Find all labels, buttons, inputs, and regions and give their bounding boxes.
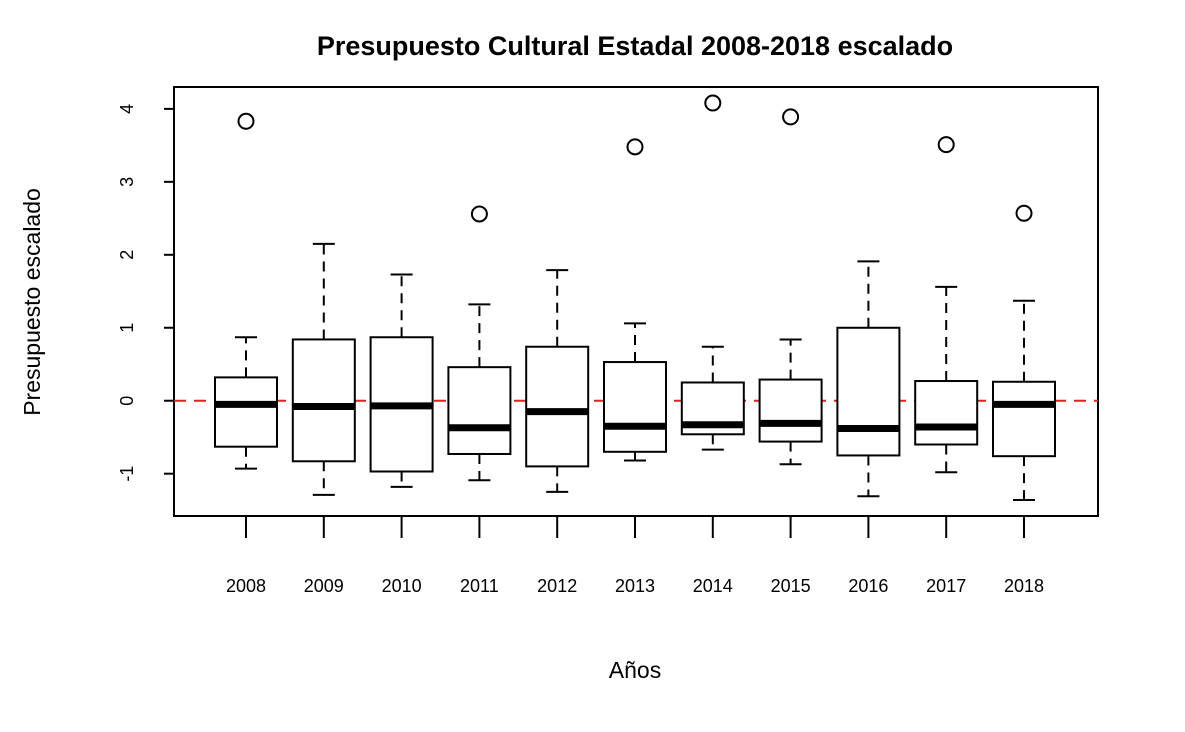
x-tick-label: 2017 bbox=[926, 576, 966, 596]
x-tick-label: 2015 bbox=[771, 576, 811, 596]
x-tick-label: 2016 bbox=[848, 576, 888, 596]
box-2010: 2010 bbox=[369, 273, 434, 596]
outlier-point bbox=[237, 112, 255, 130]
outlier-point bbox=[937, 136, 955, 154]
outlier-point bbox=[704, 94, 722, 112]
iqr-box bbox=[836, 326, 901, 457]
box-2018: 2018 bbox=[992, 204, 1056, 596]
y-tick-label: 3 bbox=[117, 177, 137, 187]
box-2014: 2014 bbox=[680, 94, 745, 596]
box-2015: 2015 bbox=[758, 108, 823, 596]
iqr-box bbox=[758, 378, 823, 443]
box-2009: 2009 bbox=[291, 242, 356, 596]
x-tick-label: 2018 bbox=[1004, 576, 1044, 596]
plot-area: -1 0 1 2 3 4 2008 2009 2010 2011 2012 2013 2014 2015 2… bbox=[117, 86, 1099, 596]
outlier-point bbox=[782, 108, 800, 126]
box-2008: 2008 bbox=[214, 112, 278, 596]
x-tick-label: 2009 bbox=[304, 576, 344, 596]
x-tick-label: 2011 bbox=[460, 576, 499, 596]
chart-title: Presupuesto Cultural Estadal 2008-2018 e… bbox=[317, 31, 953, 61]
outlier-point bbox=[1015, 204, 1033, 222]
y-axis-label: Presupuesto escalado bbox=[19, 188, 45, 416]
iqr-box bbox=[914, 380, 979, 446]
box-2017: 2017 bbox=[914, 136, 979, 596]
iqr-box bbox=[525, 345, 590, 468]
x-tick-label: 2014 bbox=[693, 576, 733, 596]
x-tick-label: 2013 bbox=[615, 576, 655, 596]
iqr-box bbox=[603, 361, 667, 453]
box-2011: 2011 bbox=[447, 205, 512, 596]
outlier-point bbox=[470, 205, 488, 223]
box-2012: 2012 bbox=[525, 269, 590, 596]
iqr-box bbox=[291, 338, 356, 463]
x-axis-label: Años bbox=[609, 657, 661, 683]
y-tick-label: 2 bbox=[117, 250, 137, 260]
y-tick-label: 0 bbox=[117, 396, 137, 406]
box-2016: 2016 bbox=[836, 260, 901, 596]
iqr-box bbox=[992, 380, 1056, 458]
y-tick-label: 4 bbox=[117, 104, 137, 114]
x-tick-label: 2010 bbox=[382, 576, 422, 596]
x-tick-label: 2012 bbox=[537, 576, 577, 596]
x-tick-label: 2008 bbox=[226, 576, 266, 596]
y-tick-label: 1 bbox=[117, 323, 137, 333]
y-tick-label: -1 bbox=[117, 466, 137, 482]
iqr-box bbox=[214, 376, 278, 448]
iqr-box bbox=[447, 366, 512, 455]
box-2013: 2013 bbox=[603, 138, 667, 596]
outlier-point bbox=[626, 138, 644, 156]
